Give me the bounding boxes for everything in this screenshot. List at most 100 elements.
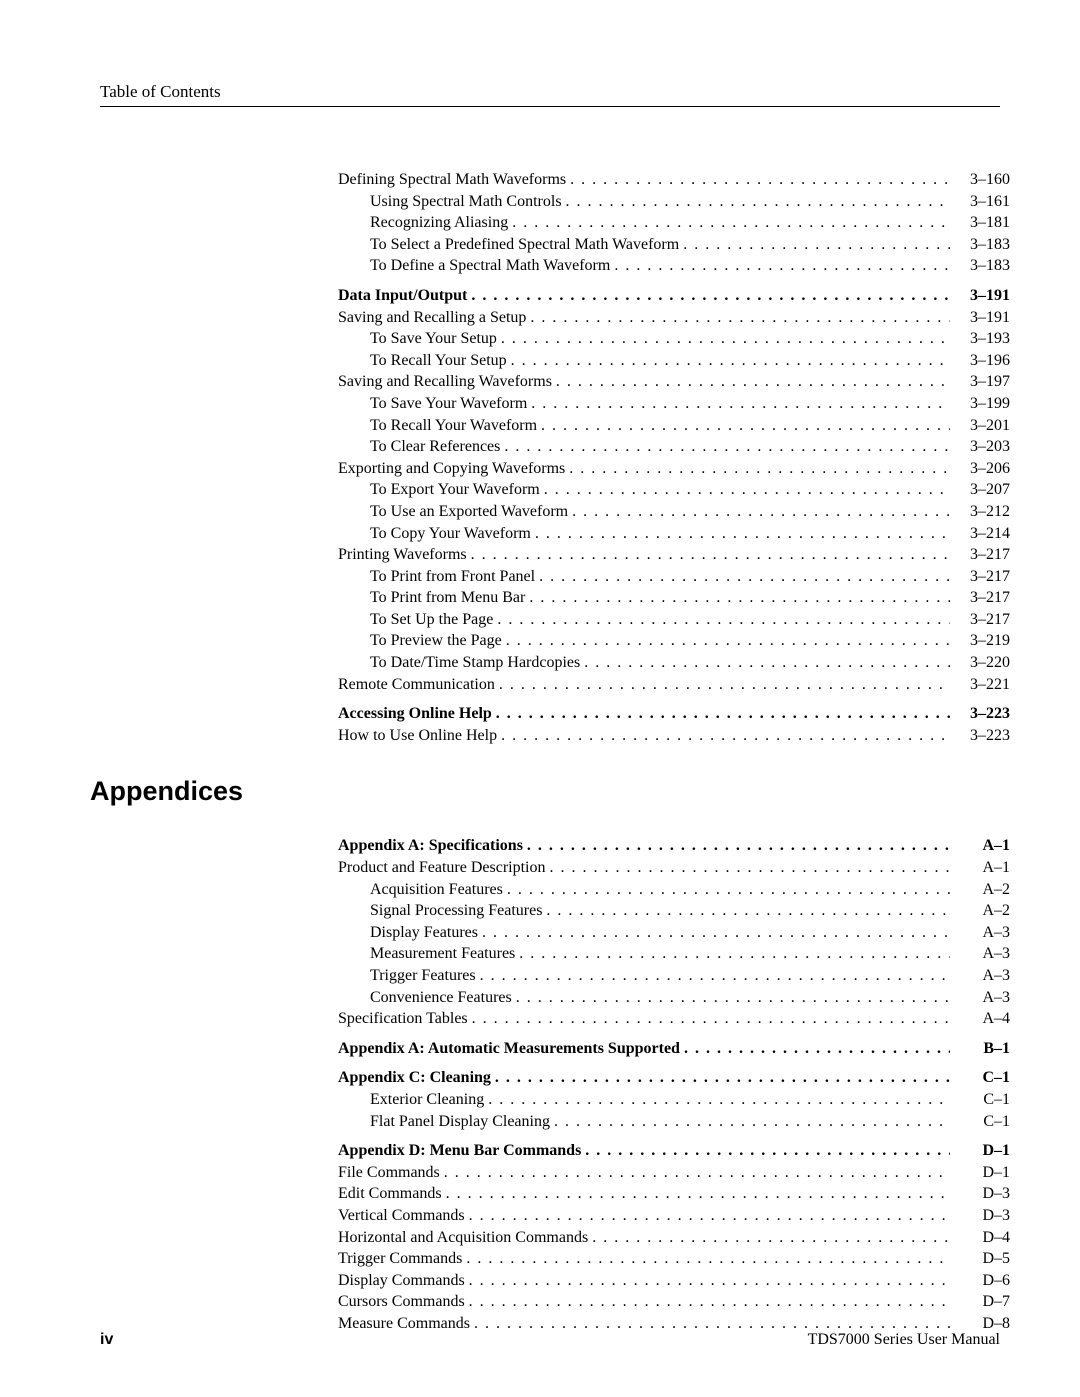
toc-page-number: 3–223 bbox=[954, 725, 1010, 747]
toc-leader-dots: . . . . . . . . . . . . . . . . . . . . … bbox=[472, 1008, 950, 1030]
toc-leader-dots: . . . . . . . . . . . . . . . . . . . . … bbox=[469, 1291, 950, 1313]
toc-page-number: D–6 bbox=[954, 1270, 1010, 1292]
toc-page-number: D–3 bbox=[954, 1183, 1010, 1205]
toc-page-number: A–3 bbox=[954, 922, 1010, 944]
toc-leader-dots: . . . . . . . . . . . . . . . . . . . . … bbox=[480, 965, 950, 987]
toc-entry-label: To Print from Menu Bar bbox=[370, 587, 525, 609]
toc-entry-label: Exterior Cleaning bbox=[370, 1089, 484, 1111]
toc-leader-dots: . . . . . . . . . . . . . . . . . . . . … bbox=[512, 212, 950, 234]
toc-page-number: C–1 bbox=[954, 1111, 1010, 1133]
toc-page-number: A–2 bbox=[954, 879, 1010, 901]
toc-page-number: D–1 bbox=[954, 1140, 1010, 1162]
toc-page-number: 3–214 bbox=[954, 523, 1010, 545]
toc-row: Saving and Recalling Waveforms. . . . . … bbox=[338, 371, 1010, 393]
toc-page-number: 3–183 bbox=[954, 234, 1010, 256]
toc-entry-label: Horizontal and Acquisition Commands bbox=[338, 1227, 588, 1249]
toc-page-number: A–4 bbox=[954, 1008, 1010, 1030]
toc-entry-label: Display Commands bbox=[338, 1270, 465, 1292]
toc-leader-dots: . . . . . . . . . . . . . . . . . . . . … bbox=[471, 544, 950, 566]
toc-row: How to Use Online Help. . . . . . . . . … bbox=[338, 725, 1010, 747]
toc-page-number: 3–160 bbox=[954, 169, 1010, 191]
toc-leader-dots: . . . . . . . . . . . . . . . . . . . . … bbox=[556, 371, 950, 393]
toc-page-number: 3–197 bbox=[954, 371, 1010, 393]
toc-entry-label: Appendix D: Menu Bar Commands bbox=[338, 1140, 581, 1162]
toc-entry-label: Measurement Features bbox=[370, 943, 515, 965]
toc-entry-label: Vertical Commands bbox=[338, 1205, 465, 1227]
toc-entry-label: To Print from Front Panel bbox=[370, 566, 535, 588]
toc-leader-dots: . . . . . . . . . . . . . . . . . . . . … bbox=[566, 191, 950, 213]
footer-page-number: iv bbox=[100, 1331, 113, 1349]
toc-row: To Copy Your Waveform. . . . . . . . . .… bbox=[338, 523, 1010, 545]
toc-leader-dots: . . . . . . . . . . . . . . . . . . . . … bbox=[584, 652, 950, 674]
toc-row: Appendix A: Automatic Measurements Suppo… bbox=[338, 1038, 1010, 1060]
toc-page-number: A–1 bbox=[954, 835, 1010, 857]
toc-entry-label: Acquisition Features bbox=[370, 879, 503, 901]
toc-entry-label: Data Input/Output bbox=[338, 285, 467, 307]
toc-row: Exterior Cleaning. . . . . . . . . . . .… bbox=[338, 1089, 1010, 1111]
toc-leader-dots: . . . . . . . . . . . . . . . . . . . . … bbox=[530, 307, 950, 329]
toc-leader-dots: . . . . . . . . . . . . . . . . . . . . … bbox=[444, 1162, 950, 1184]
toc-entry-label: Display Features bbox=[370, 922, 478, 944]
toc-leader-dots: . . . . . . . . . . . . . . . . . . . . … bbox=[541, 415, 950, 437]
toc-row: Using Spectral Math Controls. . . . . . … bbox=[338, 191, 1010, 213]
toc-page-number: C–1 bbox=[954, 1089, 1010, 1111]
toc-entry-label: Cursors Commands bbox=[338, 1291, 465, 1313]
toc-leader-dots: . . . . . . . . . . . . . . . . . . . . … bbox=[554, 1111, 950, 1133]
toc-leader-dots: . . . . . . . . . . . . . . . . . . . . … bbox=[539, 566, 950, 588]
toc-leader-dots: . . . . . . . . . . . . . . . . . . . . … bbox=[469, 1205, 950, 1227]
toc-entry-label: Remote Communication bbox=[338, 674, 495, 696]
toc-entry-label: Flat Panel Display Cleaning bbox=[370, 1111, 550, 1133]
toc-entry-label: Using Spectral Math Controls bbox=[370, 191, 562, 213]
toc-row: Vertical Commands. . . . . . . . . . . .… bbox=[338, 1205, 1010, 1227]
toc-row: Trigger Features. . . . . . . . . . . . … bbox=[338, 965, 1010, 987]
toc-leader-dots: . . . . . . . . . . . . . . . . . . . . … bbox=[544, 479, 950, 501]
toc-page-number: 3–217 bbox=[954, 544, 1010, 566]
toc-page-number: A–1 bbox=[954, 857, 1010, 879]
toc-row: Horizontal and Acquisition Commands. . .… bbox=[338, 1227, 1010, 1249]
toc-entry-label: Printing Waveforms bbox=[338, 544, 467, 566]
toc-row: To Save Your Setup. . . . . . . . . . . … bbox=[338, 328, 1010, 350]
toc-page-number: 3–191 bbox=[954, 307, 1010, 329]
toc-entry-label: To Date/Time Stamp Hardcopies bbox=[370, 652, 580, 674]
toc-page-number: 3–207 bbox=[954, 479, 1010, 501]
toc-entry-label: Appendix A: Specifications bbox=[338, 835, 523, 857]
toc-leader-dots: . . . . . . . . . . . . . . . . . . . . … bbox=[488, 1089, 950, 1111]
toc-row: Convenience Features. . . . . . . . . . … bbox=[338, 987, 1010, 1009]
toc-page-number: 3–223 bbox=[954, 703, 1010, 725]
toc-row: Appendix D: Menu Bar Commands. . . . . .… bbox=[338, 1140, 1010, 1162]
toc-row: To Save Your Waveform. . . . . . . . . .… bbox=[338, 393, 1010, 415]
toc-page-number: 3–203 bbox=[954, 436, 1010, 458]
toc-entry-label: Defining Spectral Math Waveforms bbox=[338, 169, 566, 191]
toc-entry-label: Product and Feature Description bbox=[338, 857, 546, 879]
section-heading-appendices: Appendices bbox=[90, 776, 1000, 807]
toc-leader-dots: . . . . . . . . . . . . . . . . . . . . … bbox=[550, 857, 951, 879]
toc-leader-dots: . . . . . . . . . . . . . . . . . . . . … bbox=[585, 1140, 950, 1162]
toc-leader-dots: . . . . . . . . . . . . . . . . . . . . … bbox=[511, 350, 950, 372]
toc-lower: Appendix A: Specifications . . . . . . . … bbox=[338, 835, 1010, 1334]
toc-row: To Export Your Waveform. . . . . . . . .… bbox=[338, 479, 1010, 501]
toc-row: Measurement Features. . . . . . . . . . … bbox=[338, 943, 1010, 965]
toc-entry-label: To Clear References bbox=[370, 436, 500, 458]
page-header-title: Table of Contents bbox=[100, 82, 1000, 102]
toc-page-number: 3–201 bbox=[954, 415, 1010, 437]
header-rule bbox=[100, 106, 1000, 107]
toc-row: Recognizing Aliasing. . . . . . . . . . … bbox=[338, 212, 1010, 234]
toc-page-number: A–3 bbox=[954, 987, 1010, 1009]
toc-page-number: 3–219 bbox=[954, 630, 1010, 652]
toc-row: Acquisition Features. . . . . . . . . . … bbox=[338, 879, 1010, 901]
toc-entry-label: To Use an Exported Waveform bbox=[370, 501, 568, 523]
toc-row: To Select a Predefined Spectral Math Wav… bbox=[338, 234, 1010, 256]
toc-leader-dots: . . . . . . . . . . . . . . . . . . . . … bbox=[482, 922, 950, 944]
toc-page-number: 3–183 bbox=[954, 255, 1010, 277]
toc-entry-label: How to Use Online Help bbox=[338, 725, 497, 747]
toc-row: To Recall Your Waveform. . . . . . . . .… bbox=[338, 415, 1010, 437]
toc-row: To Set Up the Page. . . . . . . . . . . … bbox=[338, 609, 1010, 631]
toc-row: Flat Panel Display Cleaning. . . . . . .… bbox=[338, 1111, 1010, 1133]
toc-row: Exporting and Copying Waveforms. . . . .… bbox=[338, 458, 1010, 480]
toc-entry-label: To Export Your Waveform bbox=[370, 479, 540, 501]
toc-leader-dots: . . . . . . . . . . . . . . . . . . . . … bbox=[570, 169, 950, 191]
toc-row: To Print from Front Panel. . . . . . . .… bbox=[338, 566, 1010, 588]
toc-page-number: 3–191 bbox=[954, 285, 1010, 307]
toc-leader-dots: . . . . . . . . . . . . . . . . . . . . … bbox=[497, 609, 950, 631]
toc-page-number: 3–217 bbox=[954, 609, 1010, 631]
